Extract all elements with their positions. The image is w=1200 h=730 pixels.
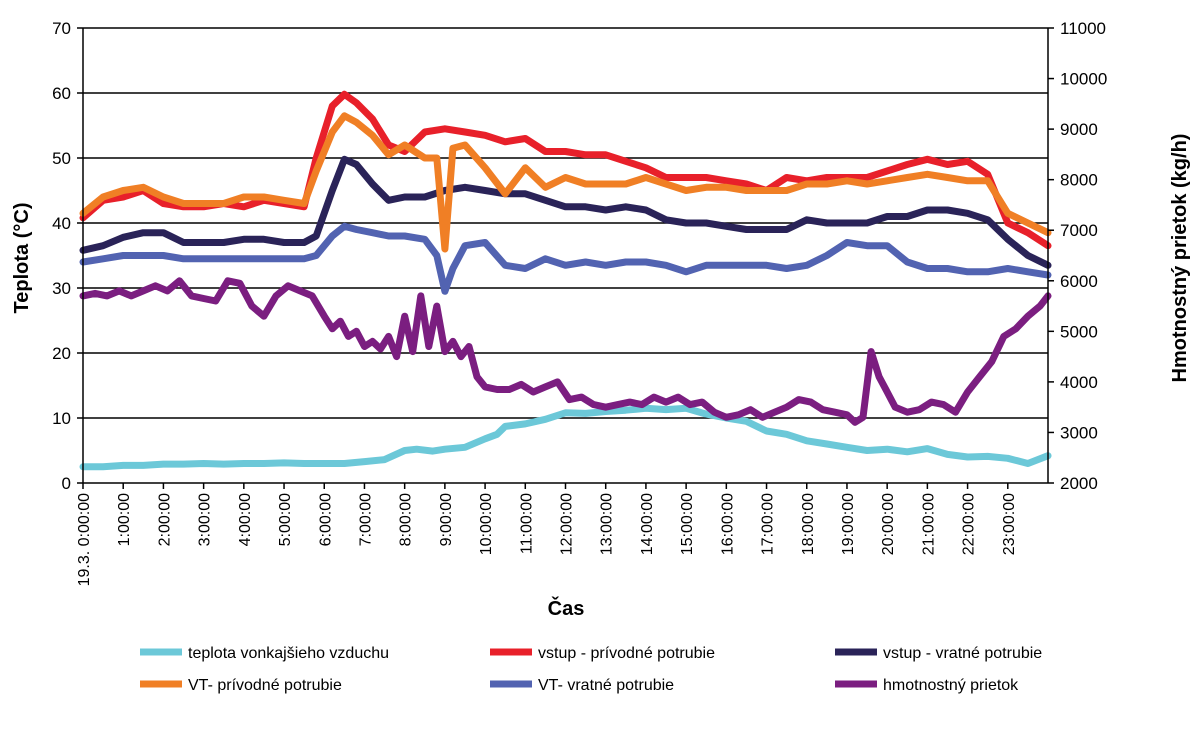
y2-tick-label: 3000: [1060, 423, 1098, 442]
x-tick-label: 21:00:00: [920, 493, 937, 555]
y-tick-label: 30: [52, 279, 71, 298]
y-tick-label: 10: [52, 409, 71, 428]
x-tick-label: 13:00:00: [599, 493, 616, 555]
grid-lines: [83, 27, 1048, 419]
x-tick-label: 5:00:00: [277, 493, 294, 546]
x-tick-label: 20:00:00: [880, 493, 897, 555]
y2-tick-label: 8000: [1060, 171, 1098, 190]
x-tick-label: 2:00:00: [156, 493, 173, 546]
series-line-3: [79, 155, 1052, 269]
legend-label: teplota vonkajšieho vzduchu: [188, 645, 389, 662]
y2-tick-label: 11000: [1060, 19, 1106, 38]
x-tick-label: 3:00:00: [197, 493, 214, 546]
x-tick-label: 1:00:00: [116, 493, 133, 546]
x-tick-label: 22:00:00: [961, 493, 978, 555]
series-line-2: [79, 90, 1052, 250]
y2-axis-title: Hmotnostný prietok (kg/h): [1169, 134, 1191, 383]
legend-label: hmotnostný prietok: [883, 677, 1019, 694]
series-line-4: [79, 112, 1052, 253]
legend-label: VT- vratné potrubie: [538, 677, 674, 694]
x-tick-label: 10:00:00: [478, 493, 495, 555]
x-axis-ticks: 19.3. 0:00:00 1:00:00 2:00:00 3:00:00 4:00:0…: [76, 483, 1018, 586]
y2-tick-label: 6000: [1060, 272, 1098, 291]
y-tick-label: 0: [62, 474, 71, 493]
legend: teplota vonkajšieho vzduchu vstup - prívo…: [140, 645, 1042, 694]
series-line-1: [79, 404, 1052, 471]
x-tick-label: 7:00:00: [358, 493, 375, 546]
y-axis-title: Teplota (°C): [11, 203, 33, 314]
x-tick-label: 11:00:00: [518, 493, 535, 554]
y2-tick-label: 9000: [1060, 120, 1098, 139]
x-tick-label: 14:00:00: [639, 493, 656, 555]
y-tick-label: 20: [52, 344, 71, 363]
legend-label: vstup - vratné potrubie: [883, 645, 1042, 662]
x-tick-label: 6:00:00: [317, 493, 334, 546]
x-tick-label: 8:00:00: [398, 493, 415, 546]
x-tick-label: 9:00:00: [438, 493, 455, 546]
y2-axis-ticks: 2000 3000 4000 5000 6000 7000 8000 9000 10000 110…: [1048, 19, 1107, 493]
y-tick-label: 70: [52, 19, 71, 38]
series-line-6: [79, 277, 1052, 426]
y2-tick-label: 4000: [1060, 373, 1098, 392]
y-axis-ticks: 0 10 20 30 40 50 60 70: [52, 19, 83, 493]
x-axis-title: Čas: [548, 596, 585, 620]
series-lines: [79, 90, 1052, 471]
y-tick-label: 40: [52, 214, 71, 233]
x-tick-label: 19.3. 0:00:00: [76, 493, 93, 587]
y2-tick-label: 2000: [1060, 474, 1098, 493]
x-tick-label: 19:00:00: [840, 493, 857, 555]
legend-label: vstup - prívodné potrubie: [538, 645, 715, 662]
y-tick-label: 60: [52, 84, 71, 103]
series-line-5: [79, 222, 1052, 295]
legend-label: VT- prívodné potrubie: [188, 677, 342, 694]
y2-tick-label: 10000: [1060, 70, 1107, 89]
x-tick-label: 18:00:00: [800, 493, 817, 555]
x-tick-label: 4:00:00: [237, 493, 254, 546]
y-tick-label: 50: [52, 149, 71, 168]
x-tick-label: 17:00:00: [760, 493, 777, 555]
x-tick-label: 15:00:00: [679, 493, 696, 555]
x-tick-label: 12:00:00: [559, 493, 576, 555]
x-tick-label: 23:00:00: [1001, 493, 1018, 555]
y2-tick-label: 5000: [1060, 322, 1098, 341]
y2-tick-label: 7000: [1060, 221, 1098, 240]
x-tick-label: 16:00:00: [719, 493, 736, 555]
